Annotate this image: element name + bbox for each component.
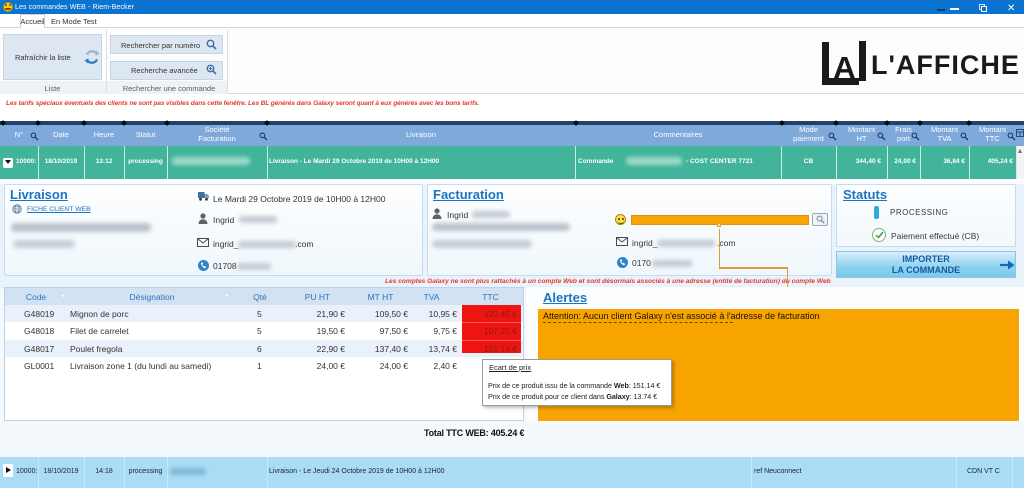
svg-text:L'AFFICHE: L'AFFICHE — [871, 50, 1020, 80]
svg-text:A: A — [833, 50, 855, 85]
